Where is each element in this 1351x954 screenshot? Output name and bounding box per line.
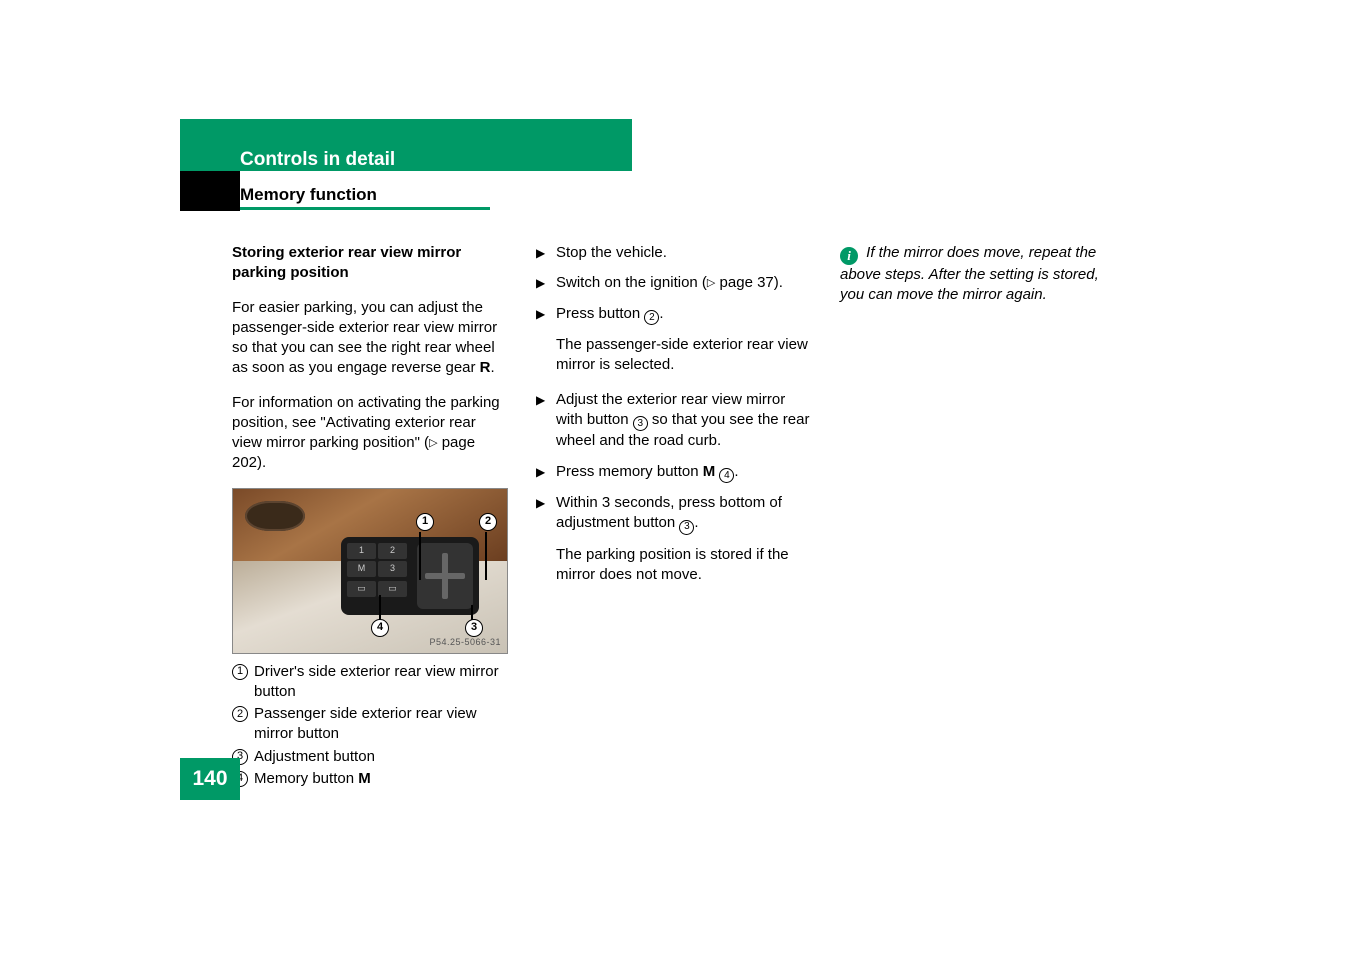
step-text: Switch on the ignition (▷ page 37). [556,273,812,293]
mem-3: 3 [378,561,407,577]
step: ▶ Adjust the exterior rear view mirror w… [536,390,812,452]
chapter-title: Controls in detail [240,147,395,173]
step-arrow-icon: ▶ [536,493,556,535]
callout-3: 3 [465,619,483,637]
step-arrow-icon: ▶ [536,304,556,326]
text: Memory button [254,770,358,787]
legend-item: 3 Adjustment button [232,747,508,767]
side-tab [180,171,240,211]
gear-letter: R [480,359,491,376]
legend-number: 1 [232,664,248,680]
legend-text: Adjustment button [254,747,508,767]
page-ref-icon: ▷ [429,436,437,451]
figure-id: P54.25-5066-31 [429,636,501,648]
text: Press button [556,305,644,322]
mirror-right-icon: ▭ [378,581,407,597]
step-text: Press button 2. [556,304,812,326]
step-result: The passenger-side exterior rear view mi… [556,335,812,376]
text: Switch on the ignition ( [556,274,707,291]
info-icon: i [840,247,858,265]
info-note: i If the mirror does move, repeat the ab… [840,243,1116,305]
text: M [358,770,371,787]
step: ▶ Press button 2. [536,304,812,326]
text: For easier parking, you can adjust the p… [232,299,497,377]
section-underline [240,207,490,210]
callout-1: 1 [416,513,434,531]
text: . [491,359,495,376]
intro-paragraph-2: For information on activating the parkin… [232,393,508,474]
column-3: i If the mirror does move, repeat the ab… [840,243,1116,791]
mem-m: M [347,561,376,577]
content-columns: Storing exterior rear view mirror parkin… [232,243,1116,791]
page-number: 140 [180,758,240,800]
mirror-control-figure: 1 2 M 3 ▭ ▭ 1 2 3 4 P54.25-5066-31 [232,488,508,654]
step: ▶ Press memory button M 4. [536,462,812,484]
subsection-heading: Storing exterior rear view mirror parkin… [232,243,508,284]
legend-text: Memory button M [254,769,508,789]
page-ref: page 37). [715,274,783,291]
intro-paragraph-1: For easier parking, you can adjust the p… [232,298,508,379]
step-arrow-icon: ▶ [536,462,556,484]
mirror-left-icon: ▭ [347,581,376,597]
text: . [694,514,698,531]
step-text: Stop the vehicle. [556,243,812,263]
figure-legend: 1 Driver's side exterior rear view mirro… [232,662,508,790]
text: . [659,305,663,322]
step: ▶ Switch on the ignition (▷ page 37). [536,273,812,293]
step: ▶ Within 3 seconds, press bottom of adju… [536,493,812,535]
step-text: Adjust the exterior rear view mirror wit… [556,390,812,452]
step-result: The parking position is stored if the mi… [556,545,812,586]
legend-item: 2 Passenger side exterior rear view mirr… [232,704,508,745]
legend-item: 4 Memory button M [232,769,508,789]
legend-number: 2 [232,706,248,722]
column-1: Storing exterior rear view mirror parkin… [232,243,508,791]
step-arrow-icon: ▶ [536,390,556,452]
step-text: Press memory button M 4. [556,462,812,484]
text: . [734,463,738,480]
section-title: Memory function [240,184,377,207]
step: ▶ Stop the vehicle. [536,243,812,263]
legend-text: Passenger side exterior rear view mirror… [254,704,508,745]
mirror-select-row: ▭ ▭ [347,581,407,607]
text: M [703,463,716,480]
ref-number: 4 [719,468,734,483]
step-arrow-icon: ▶ [536,273,556,293]
ref-number: 2 [644,310,659,325]
callout-line [379,595,381,621]
text: Within 3 seconds, press bottom of adjust… [556,494,782,531]
mem-2: 2 [378,543,407,559]
mem-1: 1 [347,543,376,559]
callout-2: 2 [479,513,497,531]
text: Press memory button [556,463,703,480]
legend-text: Driver's side exterior rear view mirror … [254,662,508,703]
air-vent [245,501,305,531]
control-pad: 1 2 M 3 ▭ ▭ [341,537,479,615]
legend-item: 1 Driver's side exterior rear view mirro… [232,662,508,703]
procedure-steps: ▶ Stop the vehicle. ▶ Switch on the igni… [536,243,812,585]
ref-number: 3 [633,416,648,431]
column-2: ▶ Stop the vehicle. ▶ Switch on the igni… [536,243,812,791]
note-text: If the mirror does move, repeat the abov… [840,244,1099,303]
memory-grid: 1 2 M 3 [347,543,407,577]
adjustment-dpad [417,543,473,609]
callout-line [485,532,487,580]
step-arrow-icon: ▶ [536,243,556,263]
callout-4: 4 [371,619,389,637]
ref-number: 3 [679,520,694,535]
callout-line [419,532,421,580]
step-text: Within 3 seconds, press bottom of adjust… [556,493,812,535]
